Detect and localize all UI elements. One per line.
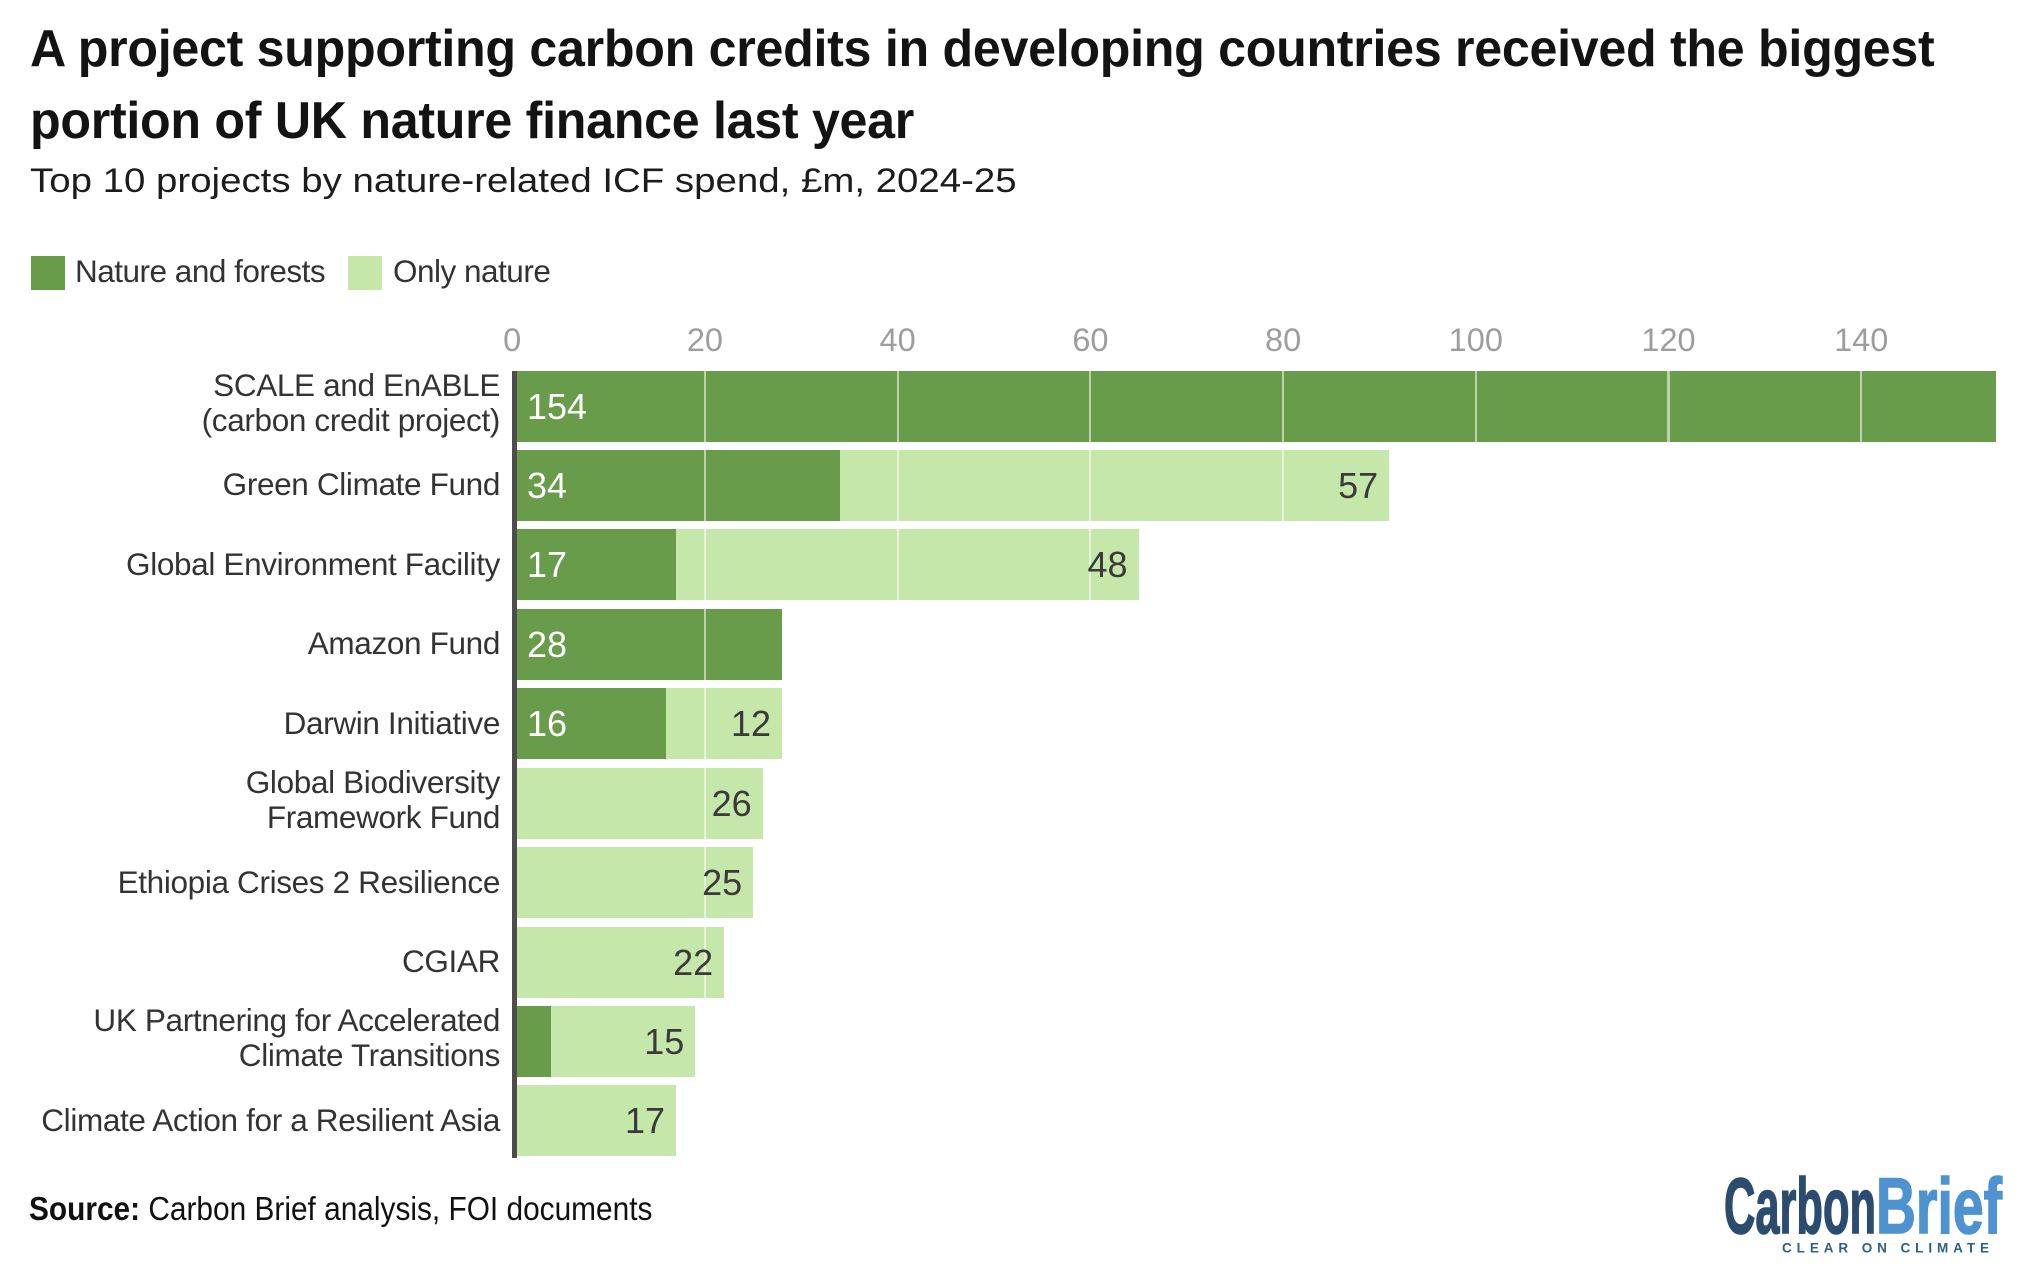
svg-text:CLEAR ON CLIMATE: CLEAR ON CLIMATE <box>1782 1241 1996 1256</box>
svg-text:Brief: Brief <box>1876 1162 2003 1250</box>
svg-text:Carbon: Carbon <box>1724 1162 1876 1250</box>
